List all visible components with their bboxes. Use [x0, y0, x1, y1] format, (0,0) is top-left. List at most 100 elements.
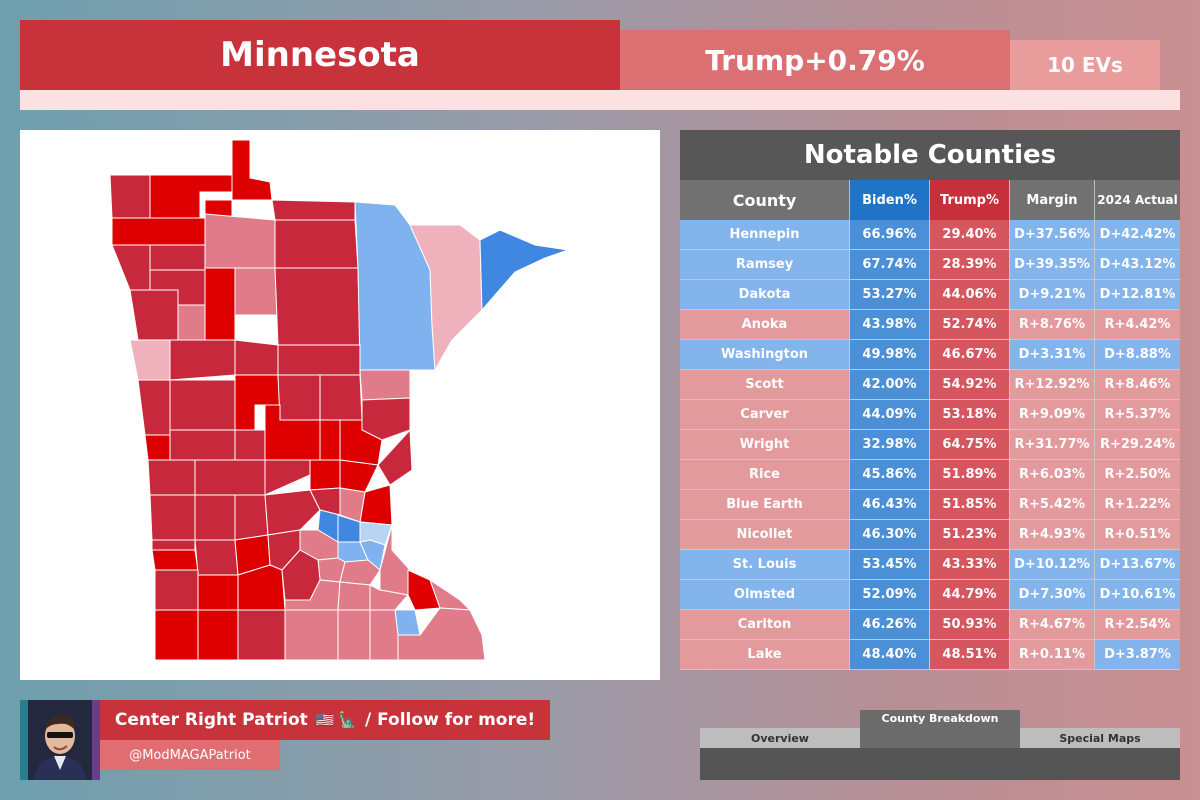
margin-cell: D+9.21% — [1010, 280, 1095, 310]
county-shape — [129, 289, 179, 341]
county-shape — [274, 267, 361, 346]
county-shape — [151, 539, 196, 551]
county-shape — [319, 419, 341, 461]
county-shape — [339, 559, 381, 586]
county-shape — [151, 549, 199, 571]
county-shape — [154, 609, 199, 661]
table-row: Ramsey 67.74% 28.39% D+39.35% D+43.12% — [680, 250, 1180, 280]
margin-cell: D+37.56% — [1010, 220, 1095, 250]
table-row: Blue Earth 46.43% 51.85% R+5.42% R+1.22% — [680, 490, 1180, 520]
biden-pct-cell: 53.27% — [850, 280, 930, 310]
county-shape — [234, 494, 269, 541]
county-shape — [197, 609, 239, 661]
trump-pct-cell: 28.39% — [930, 250, 1010, 280]
biden-pct-cell: 46.26% — [850, 610, 930, 640]
actual-2024-cell: R+2.54% — [1095, 610, 1180, 640]
header-margin: Margin — [1010, 180, 1095, 220]
actual-2024-cell: R+0.51% — [1095, 520, 1180, 550]
county-shape — [234, 429, 266, 461]
biden-pct-cell: 49.98% — [850, 340, 930, 370]
county-shape — [339, 459, 379, 493]
county-shape — [409, 224, 483, 372]
county-cell: Washington — [680, 340, 850, 370]
county-shape — [274, 219, 359, 269]
county-shape — [284, 609, 339, 661]
table-row: St. Louis 53.45% 43.33% D+10.12% D+13.67% — [680, 550, 1180, 580]
county-shape — [169, 379, 236, 431]
county-shape — [359, 369, 411, 401]
county-map-panel — [20, 130, 660, 680]
margin-cell: R+12.92% — [1010, 370, 1095, 400]
tab-county-breakdown[interactable]: County Breakdown — [860, 710, 1020, 748]
actual-2024-cell: D+3.87% — [1095, 640, 1180, 670]
county-shape — [377, 428, 413, 486]
margin-cell: D+7.30% — [1010, 580, 1095, 610]
county-shape — [337, 609, 371, 661]
table-row: Nicollet 46.30% 51.23% R+4.93% R+0.51% — [680, 520, 1180, 550]
margin-cell: R+6.03% — [1010, 460, 1095, 490]
table-row: Hennepin 66.96% 29.40% D+37.56% D+42.42% — [680, 220, 1180, 250]
county-shape — [319, 374, 363, 421]
trump-pct-cell: 48.51% — [930, 640, 1010, 670]
biden-pct-cell: 52.09% — [850, 580, 930, 610]
biden-pct-cell: 67.74% — [850, 250, 930, 280]
county-shape — [194, 539, 239, 576]
header-2024-actual: 2024 Actual — [1095, 180, 1180, 220]
table-row: Dakota 53.27% 44.06% D+9.21% D+12.81% — [680, 280, 1180, 310]
credit-bar[interactable]: Center Right Patriot 🇺🇸 🗽 / Follow for mo… — [100, 700, 550, 740]
county-shape — [271, 199, 356, 221]
statewide-margin: Trump+0.79% — [620, 30, 1010, 90]
county-cell: Wright — [680, 430, 850, 460]
actual-2024-cell: R+5.37% — [1095, 400, 1180, 430]
county-shape — [169, 429, 236, 461]
trump-pct-cell: 52.74% — [930, 310, 1010, 340]
trump-pct-cell: 54.92% — [930, 370, 1010, 400]
us-flag-icon: 🇺🇸 — [315, 711, 335, 729]
county-cell: Olmsted — [680, 580, 850, 610]
table-body: Hennepin 66.96% 29.40% D+37.56% D+42.42% Rams… — [680, 220, 1180, 670]
margin-cell: R+9.09% — [1010, 400, 1095, 430]
biden-pct-cell: 46.43% — [850, 490, 930, 520]
tab-overview[interactable]: Overview — [700, 728, 860, 748]
county-shape — [149, 244, 206, 271]
tab-special-maps[interactable]: Special Maps — [1020, 728, 1180, 748]
trump-pct-cell: 44.79% — [930, 580, 1010, 610]
table-row: Anoka 43.98% 52.74% R+8.76% R+4.42% — [680, 310, 1180, 340]
county-shape — [479, 229, 569, 312]
credit-name: Center Right Patriot — [114, 710, 308, 730]
biden-pct-cell: 45.86% — [850, 460, 930, 490]
state-title: Minnesota — [20, 20, 620, 90]
county-shape — [264, 459, 311, 496]
header-strip — [20, 90, 1180, 110]
county-cell: Scott — [680, 370, 850, 400]
county-cell: Ramsey — [680, 250, 850, 280]
biden-pct-cell: 66.96% — [850, 220, 930, 250]
table-row: Scott 42.00% 54.92% R+12.92% R+8.46% — [680, 370, 1180, 400]
table-row: Carlton 46.26% 50.93% R+4.67% R+2.54% — [680, 610, 1180, 640]
county-shape — [277, 344, 361, 376]
county-shape — [204, 267, 236, 341]
social-handle[interactable]: @ModMAGAPatriot — [100, 740, 280, 770]
trump-pct-cell: 46.67% — [930, 340, 1010, 370]
table-row: Olmsted 52.09% 44.79% D+7.30% D+10.61% — [680, 580, 1180, 610]
county-shape — [369, 584, 409, 611]
biden-pct-cell: 46.30% — [850, 520, 930, 550]
margin-cell: R+5.42% — [1010, 490, 1095, 520]
county-shape — [397, 607, 486, 661]
trump-pct-cell: 53.18% — [930, 400, 1010, 430]
credit-suffix: / Follow for more! — [365, 710, 536, 730]
county-shape — [129, 339, 171, 381]
county-cell: Nicollet — [680, 520, 850, 550]
actual-2024-cell: D+42.42% — [1095, 220, 1180, 250]
county-shape — [109, 174, 151, 219]
county-cell: Dakota — [680, 280, 850, 310]
county-shape — [111, 217, 206, 246]
table-row: Carver 44.09% 53.18% R+9.09% R+5.37% — [680, 400, 1180, 430]
county-cell: Blue Earth — [680, 490, 850, 520]
trump-pct-cell: 50.93% — [930, 610, 1010, 640]
county-shape — [147, 459, 196, 496]
biden-pct-cell: 53.45% — [850, 550, 930, 580]
statue-of-liberty-icon: 🗽 — [338, 711, 358, 729]
county-cell: Lake — [680, 640, 850, 670]
county-cell: Carver — [680, 400, 850, 430]
